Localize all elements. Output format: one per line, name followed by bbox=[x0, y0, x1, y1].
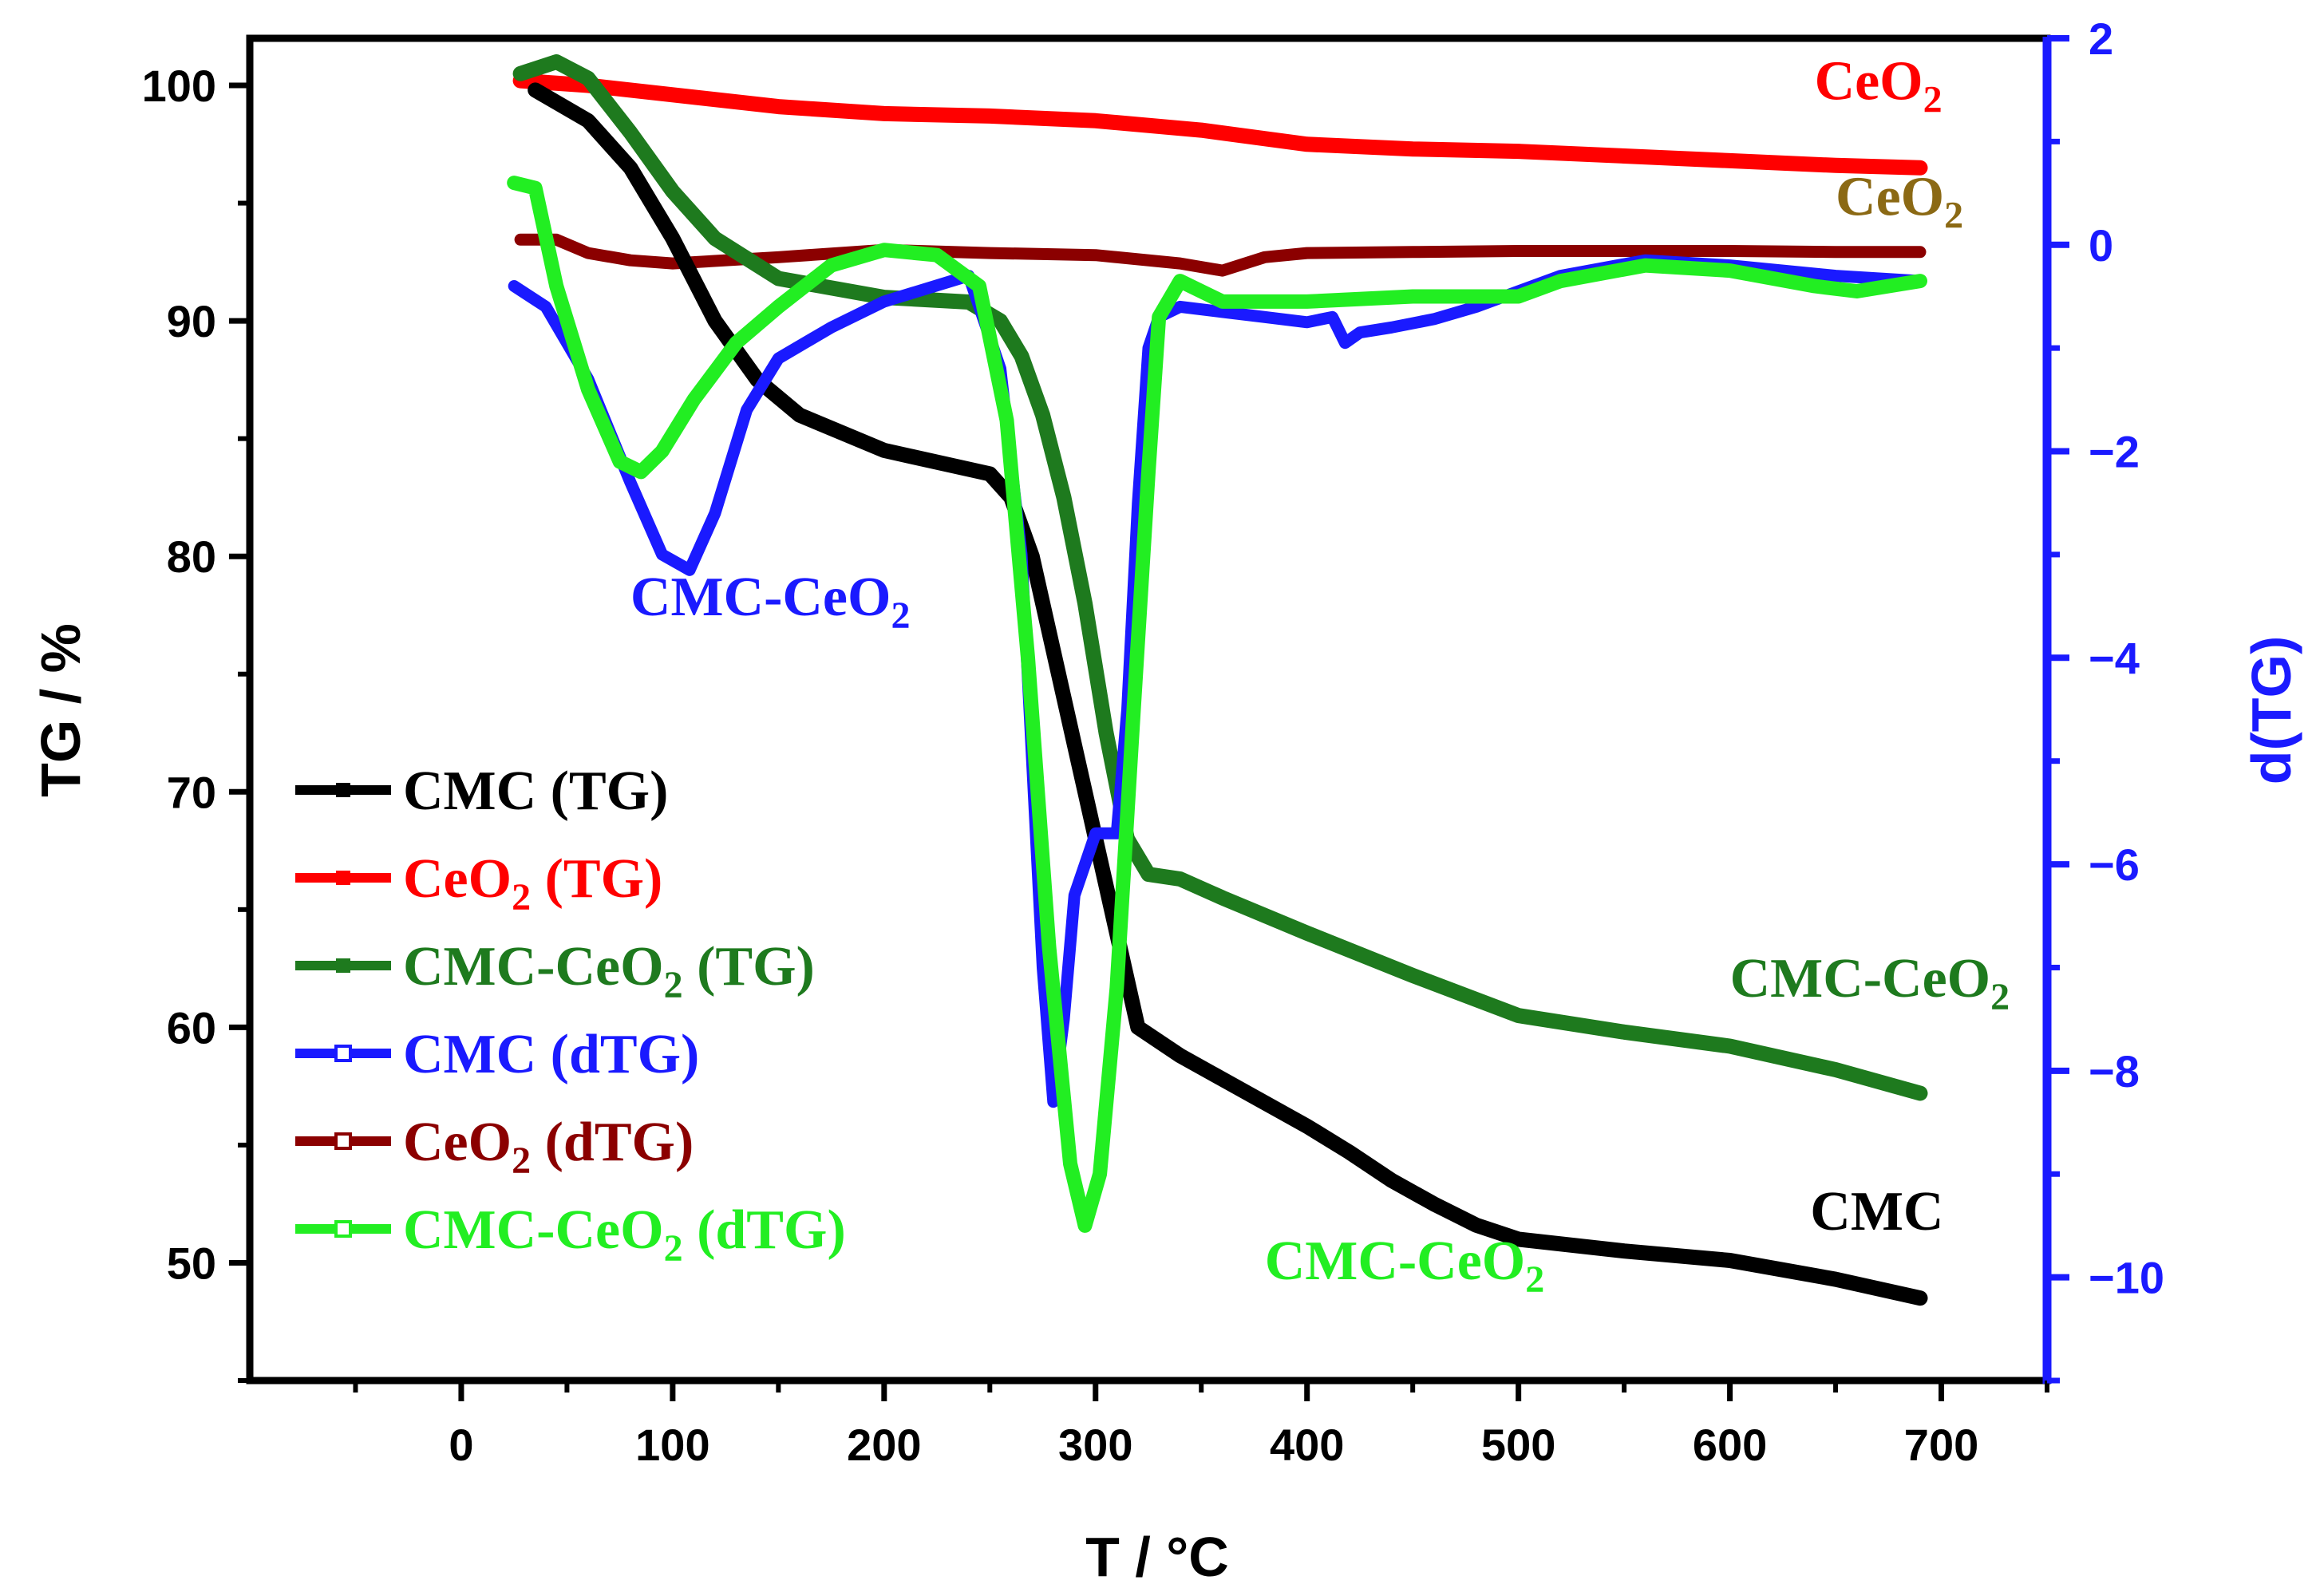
legend-marker bbox=[336, 783, 350, 797]
legend-marker bbox=[336, 958, 350, 973]
legend-label: CeO2 (dTG) bbox=[403, 1112, 694, 1182]
y-tick-label: 100 bbox=[142, 61, 216, 111]
annotation-label: CMC-CeO2 bbox=[1265, 1231, 1545, 1301]
y-tick-label: 60 bbox=[167, 1002, 216, 1053]
series-line-cmc-ceo2-dtg bbox=[507, 176, 1927, 1233]
legend-label: CMC-CeO2 (TG) bbox=[403, 936, 815, 1006]
x-axis-title: T / °C bbox=[1085, 1526, 1229, 1588]
x-tick-label: 600 bbox=[1693, 1420, 1767, 1470]
x-tick-label: 400 bbox=[1270, 1420, 1344, 1470]
legend-label: CeO2 (TG) bbox=[403, 848, 662, 918]
legend-marker bbox=[334, 1045, 352, 1062]
y2-tick-label: −2 bbox=[2089, 427, 2140, 477]
y-axis-title: TG / % bbox=[30, 623, 92, 797]
legend-marker bbox=[336, 871, 350, 885]
x-tick-label: 0 bbox=[449, 1420, 473, 1470]
series-line-ceo2-dtg bbox=[514, 233, 1927, 277]
y2-tick-label: −4 bbox=[2089, 633, 2140, 683]
y2-tick-label: 2 bbox=[2089, 14, 2113, 64]
x-tick-label: 700 bbox=[1904, 1420, 1978, 1470]
series-line-cmc-dtg bbox=[508, 254, 1927, 1108]
annotation-label: CMC-CeO2 bbox=[630, 567, 911, 637]
y-tick-label: 90 bbox=[167, 296, 216, 346]
series-line-ceo2-tg bbox=[512, 73, 1928, 176]
series-layer bbox=[507, 54, 1928, 1306]
y2-tick-label: 0 bbox=[2089, 220, 2113, 271]
y-tick-label: 80 bbox=[167, 531, 216, 582]
legend: CMC (TG) CeO2 (TG) CMC-CeO2 (TG) CMC (dTG) C… bbox=[295, 760, 846, 1270]
labels-layer: CeO2 CeO2 CMC-CeO2 CMC-CeO2 CMC CMC-CeO2 bbox=[630, 51, 2010, 1301]
y2-tick-label: −8 bbox=[2089, 1046, 2140, 1096]
x-tick-label: 500 bbox=[1481, 1420, 1555, 1470]
annotation-label: CMC bbox=[1810, 1181, 1943, 1242]
x-tick-label: 300 bbox=[1058, 1420, 1132, 1470]
legend-label: CMC (dTG) bbox=[403, 1024, 699, 1085]
y2-tick-label: −10 bbox=[2089, 1253, 2164, 1303]
series-line-cmc-ceo2-tg bbox=[512, 54, 1928, 1101]
annotation-label: CMC-CeO2 bbox=[1730, 948, 2010, 1018]
annotation-label: CeO2 bbox=[1836, 166, 1963, 236]
annotation-label: CeO2 bbox=[1815, 51, 1943, 121]
axes-layer: 0 100 200 300 400 500 600 700 50 60 70 80 90 100 2 0 −2 −… bbox=[142, 14, 2164, 1470]
x-tick-label: 100 bbox=[635, 1420, 709, 1470]
y-tick-label: 50 bbox=[167, 1238, 216, 1288]
legend-marker bbox=[334, 1220, 352, 1238]
legend-marker bbox=[334, 1132, 352, 1150]
y2-tick-label: −6 bbox=[2089, 839, 2140, 890]
y-tick-label: 70 bbox=[167, 767, 216, 817]
legend-label: CMC (TG) bbox=[403, 760, 668, 822]
y2-axis-title: d(TG) bbox=[2240, 636, 2302, 785]
legend-label: CMC-CeO2 (dTG) bbox=[403, 1199, 846, 1270]
x-tick-label: 200 bbox=[847, 1420, 921, 1470]
